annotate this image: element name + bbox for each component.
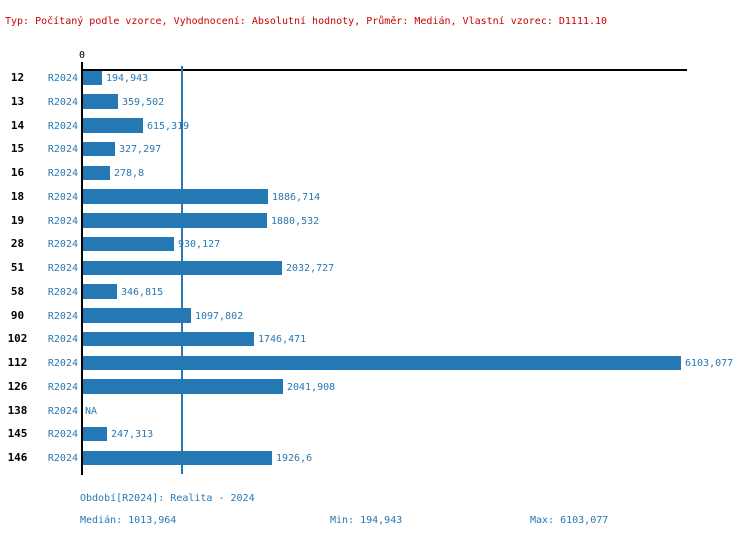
bar-value-label: 327,297 [119,144,162,156]
bar-value-label: 359,502 [122,96,165,108]
bar-value-label: 346,815 [121,286,164,298]
row-category-label: 19 [10,213,25,227]
row-category-label: 90 [10,308,25,322]
row-category-label: 15 [10,142,25,156]
formula-info-header: Typ: Počítaný podle vzorce, Vyhodnocení:… [5,16,608,27]
row-category-label: 112 [7,356,28,370]
row-period-label: R2024 [47,215,78,227]
bar[interactable] [83,213,267,228]
bar-value-label: 1880,532 [271,215,320,227]
row-period-label: R2024 [47,120,78,132]
row-category-label: 51 [10,261,25,275]
chart-row: 146 R2024 1926,6 [0,450,750,474]
chart-row: 15 R2024 327,297 [0,141,750,165]
chart-row: 14 R2024 615,319 [0,118,750,142]
row-period-label: R2024 [47,73,78,84]
row-category-label: 28 [10,237,25,251]
chart-row: 102 R2024 1746,471 [0,331,750,355]
chart-row: 18 R2024 1886,714 [0,189,750,213]
chart-row: 90 R2024 1097,802 [0,308,750,332]
row-period-label: R2024 [47,286,78,298]
bar-value-label: 930,127 [178,239,221,251]
bar-value-label: 1926,6 [276,453,313,465]
bar[interactable] [83,355,681,371]
row-period-label: R2024 [47,191,78,203]
row-category-label: 18 [10,189,25,203]
row-period-label: R2024 [47,405,78,417]
bar[interactable] [83,94,118,109]
bar-value-label: 247,313 [111,429,154,441]
bar[interactable] [83,141,115,157]
median-stat-label: Medián: 1013,964 [80,515,177,526]
chart-row: 28 R2024 930,127 [0,236,750,260]
row-category-label: 146 [7,451,28,465]
chart-row: 12 R2024 194,943 [0,70,750,94]
bar-value-label: 194,943 [106,73,149,84]
row-period-label: R2024 [47,453,78,465]
bar[interactable] [83,70,102,85]
bar-value-label: 1746,471 [258,334,307,346]
chart-row: 13 R2024 359,502 [0,94,750,118]
period-info-label: Období[R2024]: Realita - 2024 [80,493,255,504]
bar[interactable] [83,426,107,442]
row-category-label: 145 [7,427,28,441]
bar-value-label: NA [85,405,98,417]
row-period-label: R2024 [47,239,78,251]
bar[interactable] [83,165,110,181]
bar-value-label: 1886,714 [272,191,321,203]
row-category-label: 12 [10,71,25,84]
chart-row: 112 R2024 6103,077 [0,355,750,379]
chart-row: 51 R2024 2032,727 [0,260,750,284]
row-period-label: R2024 [47,429,78,441]
row-period-label: R2024 [47,144,78,156]
row-category-label: 13 [10,94,25,108]
row-category-label: 58 [10,284,25,298]
row-category-label: 102 [7,332,28,346]
bar[interactable] [83,260,282,276]
row-period-label: R2024 [47,168,78,180]
y-axis-line [81,62,83,475]
chart-row: 145 R2024 247,313 [0,426,750,450]
chart-row: 19 R2024 1880,532 [0,213,750,237]
bar-value-label: 1097,802 [195,310,244,322]
bar[interactable] [83,118,143,133]
row-category-label: 14 [10,118,25,132]
row-period-label: R2024 [47,381,78,393]
row-category-label: 126 [7,379,28,393]
bar-value-label: 615,319 [147,120,190,132]
x-axis-line [82,69,687,71]
chart-row: 58 R2024 346,815 [0,284,750,308]
row-period-label: R2024 [47,334,78,346]
bar-value-label: 6103,077 [685,358,734,370]
bar-value-label: 2041,908 [287,381,336,393]
bar[interactable] [83,450,272,466]
row-period-label: R2024 [47,96,78,108]
min-stat-label: Min: 194,943 [330,515,403,526]
bar[interactable] [83,189,268,204]
row-period-label: R2024 [47,310,78,322]
bar[interactable] [83,284,117,299]
bar[interactable] [83,379,283,394]
max-stat-label: Max: 6103,077 [530,515,609,526]
bar-value-label: 2032,727 [286,263,335,275]
x-axis-zero-tick-label: 0 [78,50,86,61]
chart-row: 138 R2024 NA [0,403,750,427]
bar-value-label: 278,8 [114,168,145,180]
row-category-label: 16 [10,166,25,180]
row-category-label: 138 [7,403,28,417]
chart-row: 16 R2024 278,8 [0,165,750,189]
bar[interactable] [83,236,174,252]
row-period-label: R2024 [47,358,78,370]
chart-row: 126 R2024 2041,908 [0,379,750,403]
bar[interactable] [83,308,191,323]
row-period-label: R2024 [47,263,78,275]
bar[interactable] [83,331,254,347]
